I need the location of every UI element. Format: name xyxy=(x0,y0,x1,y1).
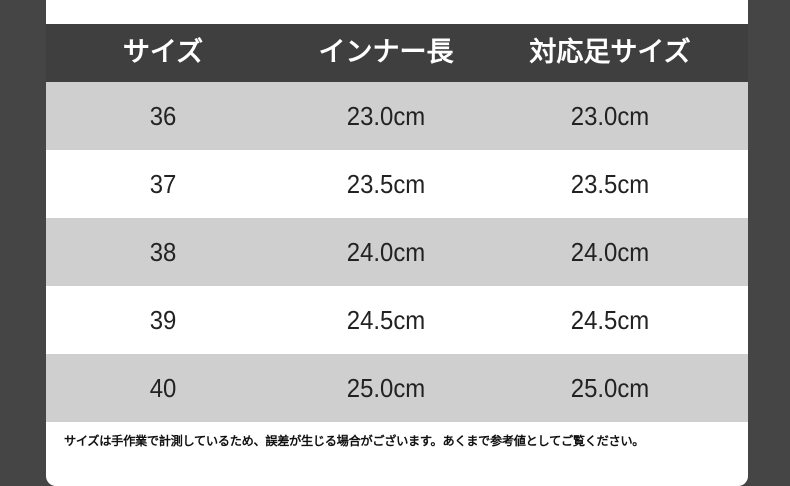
cell-foot-size: 25.0cm xyxy=(570,373,650,403)
cell-inner-length: 23.5cm xyxy=(346,169,426,199)
table-row: 39 24.5cm 24.5cm xyxy=(46,286,748,354)
cell-foot-size: 23.0cm xyxy=(570,101,650,131)
header-inner-length: インナー長 xyxy=(318,37,454,68)
cell-size: 38 xyxy=(149,237,177,267)
cell-foot-size: 24.5cm xyxy=(570,305,650,335)
header-size: サイズ xyxy=(122,37,204,68)
cell-size: 39 xyxy=(149,305,177,335)
cell-size: 36 xyxy=(149,101,177,131)
table-row: 38 24.0cm 24.0cm xyxy=(46,218,748,286)
table-row: 36 23.0cm 23.0cm xyxy=(46,82,748,150)
cell-inner-length: 23.0cm xyxy=(346,101,426,131)
cell-inner-length: 25.0cm xyxy=(346,373,426,403)
header-foot-size: 対応足サイズ xyxy=(529,37,691,68)
table-row: 37 23.5cm 23.5cm xyxy=(46,150,748,218)
table-header: サイズ インナー長 対応足サイズ xyxy=(46,24,748,82)
table-row: 40 25.0cm 25.0cm xyxy=(46,354,748,422)
size-chart-panel: サイズ インナー長 対応足サイズ 36 23.0cm 23.0cm 37 23.… xyxy=(46,0,748,486)
cell-foot-size: 23.5cm xyxy=(570,169,650,199)
cell-foot-size: 24.0cm xyxy=(570,237,650,267)
cell-size: 37 xyxy=(149,169,177,199)
cell-inner-length: 24.0cm xyxy=(346,237,426,267)
measurement-note: サイズは手作業で計測しているため、誤差が生じる場合がございます。あくまで参考値と… xyxy=(64,434,645,448)
cell-size: 40 xyxy=(149,373,177,403)
cell-inner-length: 24.5cm xyxy=(346,305,426,335)
